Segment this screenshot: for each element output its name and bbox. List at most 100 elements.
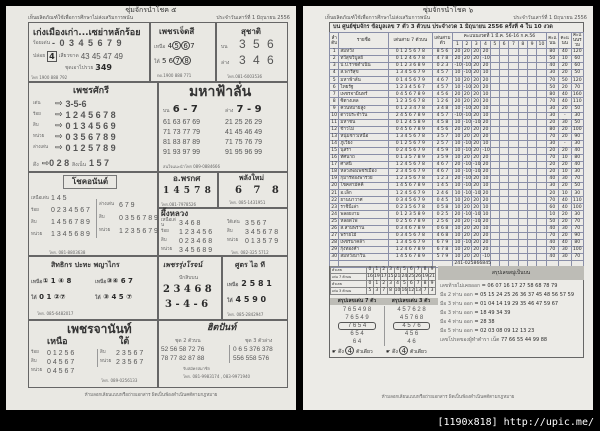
cell: 10: [452, 238, 463, 247]
issue-date: ประจำวันเสาร์ที่ 1 มิถุนายน 2556: [216, 15, 290, 21]
cell: ศาสนิ: [338, 160, 390, 170]
empty-cell: [536, 203, 547, 212]
empty-cell: [536, 196, 547, 205]
empty-cell: [536, 90, 547, 99]
tel: โทร. 082-325 5712: [231, 250, 269, 255]
total-cell: 80: [570, 238, 584, 247]
cell: -10: [461, 189, 473, 198]
cell: ราชินีเล่า: [338, 203, 390, 212]
orpk-value: 1 4 5 7 8: [163, 186, 212, 196]
cell: 20: [470, 231, 482, 240]
count-cell: 0: [366, 266, 374, 274]
count-cell: 16: [400, 287, 409, 295]
cell: 20: [470, 76, 482, 85]
cell: 4 6 7: [431, 76, 454, 85]
total-cell: 30: [570, 168, 584, 177]
empty-cell: [526, 125, 538, 134]
empty-cell: [489, 175, 501, 184]
empty-cell: [498, 90, 510, 99]
numbers: 41 45 46 49: [225, 129, 262, 136]
empty-cell: [536, 118, 547, 127]
number-row: 81 83 87 89 71 75 76 79: [163, 138, 262, 148]
cell: 6 7 9: [431, 238, 454, 247]
row-label: สิบ: [100, 350, 106, 356]
keng-row2: ปล่อย 4 เสียวขาด 43 45 47 49: [33, 50, 125, 62]
cell: 10: [452, 153, 463, 163]
keng-row1: ร้อยเด่น - 0 3 4 5 6 7 9: [33, 37, 125, 49]
cell: 20: [461, 203, 473, 212]
numbers: 71 73 77 79: [163, 129, 200, 136]
total-cell: 40: [558, 97, 572, 106]
pyramid-line: 7 6 5 4 9: [345, 315, 369, 321]
label-value-row: หน่วย ⇨ 0 3 5 6 7 8 9: [33, 132, 116, 143]
total-cell: 30: [570, 111, 584, 120]
footer-note: ห้ามลอกเลียนแบบหรือถ่ายเอกสาร ผิดเป็นฟ้อ…: [381, 395, 515, 400]
empty-cell: [498, 203, 510, 212]
count-cell: 5: [400, 266, 409, 274]
cell: ป.ป.ราชดำเนิน: [338, 62, 390, 71]
circled-digit: 6: [181, 41, 191, 50]
empty-cell: [489, 118, 501, 127]
row-label: สิบ: [161, 238, 167, 244]
empty-cell: [536, 62, 547, 71]
label: ล่าง: [221, 60, 230, 66]
tel: โทร 1900 888 792: [31, 75, 68, 80]
left-page: เห็นผลิตภัณฑ์ใช้เพื่อการศึกษาไม่ส่งเสริม…: [6, 6, 296, 410]
pyramid-line: 4 6: [407, 339, 416, 345]
cell: -10: [461, 104, 473, 113]
empty-cell: [536, 55, 547, 64]
column-header: ลำดับ: [328, 32, 340, 49]
suchat-box: สุชาติ บน 3 5 6 ล่าง 3 4 6 โทร.081-60035…: [216, 22, 288, 82]
cell: 28: [328, 238, 340, 247]
cell: 4 5 9: [431, 146, 454, 155]
row-label: หน่วย: [227, 238, 239, 244]
total-cell: 40: [558, 203, 572, 212]
empty-cell: [526, 69, 538, 78]
sittikorn-a2: ใต้ 0 1 ②⑦: [31, 293, 66, 302]
cell: ซิตางเดล: [338, 97, 390, 106]
cell: ไทยรัฐ: [338, 83, 390, 92]
empty-cell: [517, 210, 528, 219]
total-cell: 120: [570, 47, 584, 57]
cell: 1 2 6: [431, 97, 454, 106]
empty-cell: [498, 160, 510, 170]
label-value-row: ร้อย 0 2 3 4 5 6 7: [31, 205, 90, 217]
empty-cell: [508, 90, 519, 99]
stat-row: เลขท้ายไม่เคยออก = 06 07 16 17 27 58 68 …: [440, 282, 584, 291]
stat-value: = 01 04 14 19 29 35 46 47 59 67: [474, 301, 559, 307]
sittikorn-box: สิทธิกร ปะทะ พญาไกร เหนือ① 1 ④ 8 ใต้ 0 1…: [28, 256, 158, 320]
total-cell: 90: [570, 231, 584, 240]
count-cell: 25: [407, 273, 416, 281]
round-header: 6: [498, 40, 510, 49]
empty-cell: [489, 238, 501, 247]
cell: 10: [452, 231, 463, 240]
keng-row2-value: 43 45 47 49: [80, 52, 123, 61]
total-cell: 70: [545, 231, 560, 240]
cell: 0 1 2 4 5 8 9: [388, 118, 433, 127]
stat-value: = 02 03 08 09 12 13 23: [474, 328, 535, 334]
total-cell: 70: [545, 76, 560, 85]
tel: โทร. 089-0256133: [101, 378, 138, 383]
table-title: บน ศูนย์ซุ่มจักร ข้อมูลเลข 7 ตัว 3 ตัวบน…: [329, 22, 584, 32]
count-cell: 15: [386, 273, 395, 281]
total-cell: 30: [558, 175, 572, 184]
label: ใต้: [154, 59, 160, 65]
phetsak-rows: เด่น ⇨ 3-5-6 ร้อย ⇨ 1 2 4 5 6 7 8 สิบ ⇨ 0 1 3 4 …: [33, 99, 116, 154]
empty-cell: [508, 104, 519, 113]
empty-cell: [498, 132, 510, 141]
empty-cell: [536, 189, 547, 198]
empty-cell: [498, 153, 510, 163]
sittikorn-title: สิทธิกร ปะทะ พญาไกร: [51, 261, 120, 269]
cell: 20: [452, 55, 463, 64]
row-label: ใต้เด่น: [227, 220, 240, 226]
stat-title: สรุปเลขสมู่เป็นบน: [438, 266, 584, 280]
cell: 0 1 2 3 4 7 8: [388, 104, 433, 113]
cell: มหาชน: [338, 118, 390, 127]
cell: 20: [470, 111, 482, 120]
row-label: ตัวเลข: [330, 266, 367, 274]
count-cell: 12: [407, 287, 416, 295]
